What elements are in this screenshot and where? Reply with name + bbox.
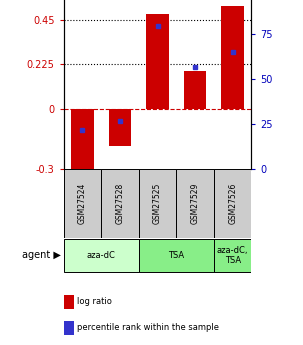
- Bar: [64, 239, 139, 272]
- Text: aza-dC,
TSA: aza-dC, TSA: [217, 246, 248, 265]
- Text: aza-dC: aza-dC: [87, 251, 116, 260]
- Text: GSM27524: GSM27524: [78, 183, 87, 224]
- Text: GSM27529: GSM27529: [191, 183, 200, 224]
- Bar: [176, 169, 214, 238]
- Bar: [214, 239, 251, 272]
- Text: log ratio: log ratio: [77, 297, 112, 306]
- Text: agent ▶: agent ▶: [22, 250, 61, 260]
- Bar: [71, 109, 94, 174]
- Text: percentile rank within the sample: percentile rank within the sample: [77, 323, 219, 332]
- Bar: [139, 239, 214, 272]
- Bar: [146, 13, 169, 109]
- Bar: [214, 169, 251, 238]
- Bar: [139, 169, 176, 238]
- Text: GSM27525: GSM27525: [153, 183, 162, 224]
- Bar: [101, 169, 139, 238]
- Text: GSM27526: GSM27526: [228, 183, 237, 224]
- Bar: [221, 6, 244, 109]
- Text: TSA: TSA: [168, 251, 185, 260]
- Text: GSM27528: GSM27528: [115, 183, 125, 224]
- Bar: [184, 71, 206, 109]
- Bar: [109, 109, 131, 146]
- Bar: [64, 169, 101, 238]
